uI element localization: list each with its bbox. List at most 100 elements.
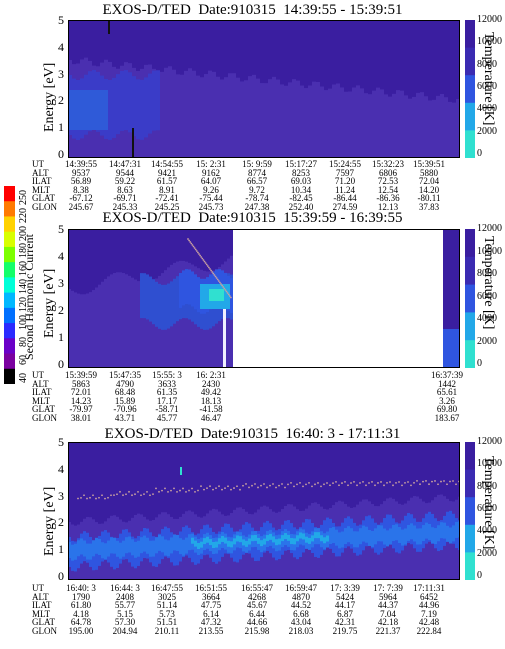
spectrogram-cell bbox=[371, 530, 374, 547]
colorbar-tick: 80 bbox=[18, 337, 29, 348]
temperature-point bbox=[188, 239, 190, 242]
spectrogram-cell bbox=[100, 90, 104, 130]
orbit-value: 44.96 bbox=[418, 600, 440, 611]
orbit-value: 7.19 bbox=[421, 608, 437, 619]
colorbar-tick: 200 bbox=[18, 225, 29, 241]
spectrogram-spike bbox=[223, 309, 226, 368]
orbit-value: 47.75 bbox=[200, 600, 222, 611]
colorbar-swatch bbox=[4, 323, 15, 339]
orbit-value: 204.94 bbox=[112, 625, 138, 636]
orbit-value: 222.84 bbox=[416, 625, 442, 636]
temp-colorbar-swatch bbox=[465, 229, 475, 258]
spectrogram-cell bbox=[386, 514, 389, 545]
panel2-orbit-table: UT 15:39:59 15:47:35 15:55: 3 16: 2:31 16:37:… bbox=[0, 371, 505, 423]
panel3-rtick: 6000 bbox=[477, 503, 497, 514]
spectrogram-cell bbox=[236, 77, 240, 158]
colorbar-swatch bbox=[4, 338, 15, 355]
panel2-ytick: 3 bbox=[58, 276, 64, 290]
orbit-value: 5.73 bbox=[159, 608, 175, 619]
temperature-point bbox=[254, 483, 256, 485]
orbit-row-label: ILAT bbox=[32, 600, 52, 611]
temperature-point bbox=[194, 491, 196, 493]
spectrogram-cell bbox=[104, 543, 107, 560]
orbit-value: 12.54 bbox=[377, 184, 399, 195]
spectrogram-cell bbox=[215, 289, 218, 301]
spectrogram-cell bbox=[77, 540, 80, 557]
spectrogram-cell bbox=[160, 71, 164, 158]
spectrogram-cell bbox=[263, 538, 266, 545]
panel2-ytick: 1 bbox=[58, 330, 64, 344]
spectrogram-cell bbox=[77, 293, 80, 368]
spectrogram-cell bbox=[308, 537, 311, 544]
spectrogram-cell bbox=[284, 85, 288, 158]
spectrogram-cell bbox=[254, 534, 257, 541]
temperature-point bbox=[425, 480, 427, 482]
spectrogram-cell bbox=[119, 272, 122, 368]
spectrogram-cell bbox=[218, 289, 221, 301]
spectrogram-cell bbox=[110, 537, 113, 554]
spectrogram-cell bbox=[221, 289, 224, 301]
spectrogram-cell bbox=[191, 271, 194, 307]
spectrogram-cell bbox=[188, 534, 191, 551]
orbit-row-glon: GLON 38.01 43.71 45.77 46.47 183.67 bbox=[0, 414, 505, 423]
temperature-point bbox=[208, 266, 210, 269]
colorbar-tick: 40 bbox=[18, 373, 29, 383]
panel2-rtick: 0 bbox=[477, 358, 482, 369]
orbit-row-ilat: ILAT 72.01 68.48 61.35 49.42 65.61 bbox=[0, 388, 505, 397]
orbit-value: 15:47:35 bbox=[108, 370, 141, 380]
temperature-point bbox=[206, 265, 209, 267]
spectrogram-cell bbox=[196, 75, 200, 158]
temp-colorbar-swatch bbox=[465, 47, 475, 76]
spectrogram-cell bbox=[132, 76, 136, 137]
spectrogram-cell bbox=[86, 293, 89, 368]
orbit-value: 5.15 bbox=[117, 608, 133, 619]
orbit-value: 274.59 bbox=[332, 201, 358, 212]
temperature-point bbox=[226, 292, 229, 294]
spectrogram-cell bbox=[230, 541, 233, 548]
spectrogram-cell bbox=[296, 80, 300, 158]
spectrogram-cell bbox=[96, 90, 100, 130]
panel3-ytick: 2 bbox=[58, 515, 64, 530]
spectrogram-cell bbox=[149, 276, 152, 322]
temperature-point bbox=[224, 487, 226, 490]
orbit-value: 38.01 bbox=[70, 412, 92, 423]
panel2-rtick: 10000 bbox=[477, 245, 502, 257]
temperature-point bbox=[305, 483, 307, 486]
temperature-point bbox=[77, 497, 79, 500]
spectrogram-cell bbox=[372, 90, 376, 158]
spectrogram-cell bbox=[143, 282, 146, 368]
orbit-value: 56.89 bbox=[70, 176, 92, 187]
spectrogram-cell bbox=[365, 526, 368, 543]
spectrogram-cell bbox=[143, 273, 146, 319]
spectrogram-cell bbox=[224, 537, 227, 544]
temperature-point bbox=[407, 481, 409, 483]
temperature-point bbox=[128, 490, 130, 493]
temperature-point bbox=[347, 484, 349, 487]
temperature-point bbox=[236, 485, 238, 488]
colorbar-swatch bbox=[4, 216, 15, 233]
orbit-value: 14:47:31 bbox=[108, 159, 141, 169]
orbit-value: 213.55 bbox=[198, 625, 224, 636]
spectrogram-cell bbox=[335, 529, 338, 546]
temperature-point bbox=[195, 250, 198, 252]
spectrogram-cell bbox=[449, 510, 452, 541]
temperature-point bbox=[140, 494, 142, 497]
orbit-value: 221.37 bbox=[375, 625, 401, 636]
temperature-point bbox=[228, 295, 231, 297]
panel2-ytick: 2 bbox=[58, 303, 64, 317]
temperature-point bbox=[317, 482, 319, 484]
spectrogram-cell bbox=[204, 74, 208, 158]
spectrogram-cell bbox=[137, 540, 140, 557]
spectrogram-cell bbox=[158, 283, 161, 329]
orbit-value: 72.53 bbox=[377, 176, 399, 187]
temperature-point bbox=[371, 481, 373, 483]
spectrogram-cell bbox=[388, 96, 392, 158]
temperature-point bbox=[80, 496, 82, 499]
spectrogram-cell bbox=[293, 538, 296, 545]
colorbar-swatch bbox=[4, 262, 15, 278]
orbit-value: 245.73 bbox=[198, 201, 224, 212]
orbit-row-label: ILAT bbox=[32, 387, 52, 398]
spectrogram-cell bbox=[212, 71, 216, 158]
orbit-value: 42.31 bbox=[334, 617, 356, 628]
spectrogram-cell bbox=[74, 543, 77, 560]
